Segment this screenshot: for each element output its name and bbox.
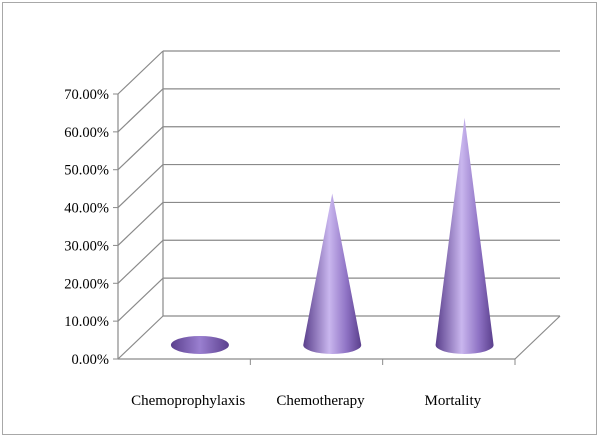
side-gridline bbox=[117, 164, 164, 209]
y-tick-label: 60.00% bbox=[64, 125, 109, 141]
side-gridline bbox=[117, 201, 164, 246]
x-category-label: Mortality bbox=[424, 393, 481, 409]
cone-series bbox=[170, 117, 494, 354]
side-gridline bbox=[117, 277, 164, 322]
chart-frame bbox=[2, 2, 597, 435]
side-gridline bbox=[117, 239, 164, 284]
y-tick-label: 40.00% bbox=[64, 201, 109, 217]
cone-base bbox=[170, 335, 229, 354]
y-tick-label: 0.00% bbox=[72, 352, 109, 368]
y-tick-label: 20.00% bbox=[64, 276, 109, 292]
y-tick-label: 70.00% bbox=[64, 87, 109, 103]
y-tick-label: 30.00% bbox=[64, 238, 109, 254]
side-gridline bbox=[117, 126, 164, 171]
floor-right-edge bbox=[514, 315, 561, 360]
gridlines bbox=[117, 50, 561, 360]
cone-mortality bbox=[435, 117, 494, 354]
x-category-label: Chemotherapy bbox=[276, 393, 365, 409]
cone-body bbox=[435, 117, 494, 354]
x-axis-labels: Chemoprophylaxis Chemotherapy Mortality bbox=[131, 359, 516, 409]
cone-chemoprophylaxis bbox=[170, 335, 229, 354]
x-category-label: Chemoprophylaxis bbox=[131, 393, 245, 409]
side-gridline bbox=[117, 88, 164, 133]
cone-body bbox=[303, 193, 362, 354]
side-gridline bbox=[117, 315, 164, 360]
side-gridline bbox=[117, 50, 164, 95]
y-tick-label: 50.00% bbox=[64, 163, 109, 179]
y-axis-ticks: 0.00% 10.00% 20.00% 30.00% 40.00% 50.00% 60.00… bbox=[64, 87, 118, 368]
y-tick-label: 10.00% bbox=[64, 314, 109, 330]
cone-chemotherapy bbox=[303, 193, 362, 354]
